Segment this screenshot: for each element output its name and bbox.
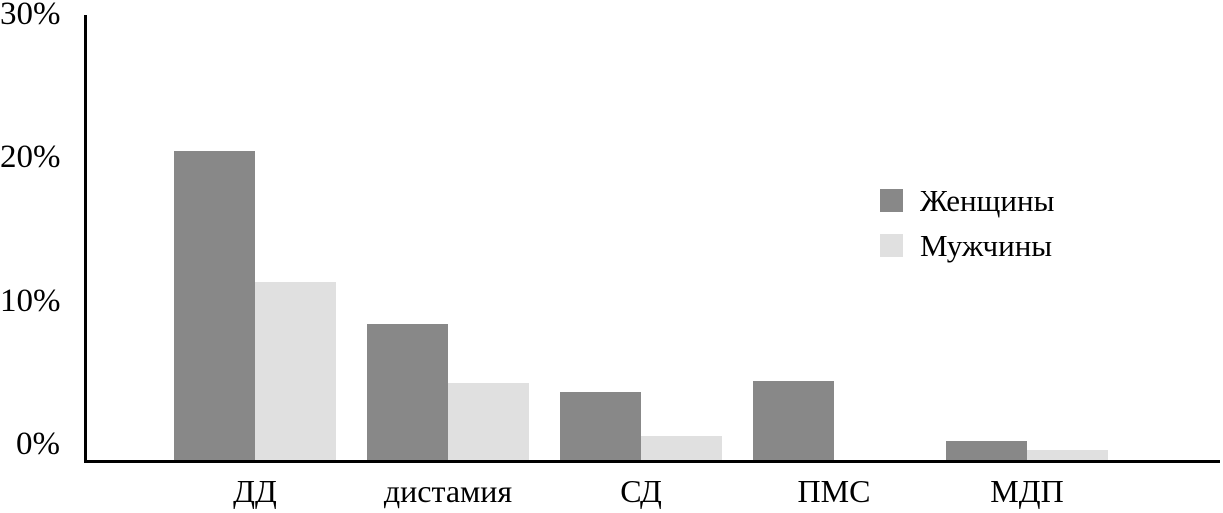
- x-axis-label: СД: [620, 473, 662, 509]
- legend-label-women: Женщины: [920, 183, 1055, 218]
- y-axis-line: [84, 15, 87, 463]
- bar-series1-ДД: [255, 282, 336, 460]
- legend-swatch-men: [880, 234, 903, 257]
- x-axis-label: ДД: [233, 473, 277, 509]
- bar-series1-дистамия: [448, 383, 529, 460]
- bar-series0-МДП: [946, 441, 1027, 460]
- y-tick-label: 30%: [0, 0, 61, 33]
- bar-series1-СД: [641, 436, 722, 460]
- y-tick-label: 20%: [0, 139, 61, 176]
- bar-series0-дистамия: [367, 324, 448, 460]
- legend-swatch-women: [880, 189, 903, 212]
- y-tick-label: 10%: [0, 282, 61, 319]
- x-axis-line: [84, 460, 1220, 463]
- bar-series1-МДП: [1027, 450, 1108, 460]
- bar-series0-СД: [560, 392, 641, 460]
- legend-item-men: Мужчины: [880, 228, 1054, 263]
- legend: Женщины Мужчины: [880, 183, 1055, 278]
- legend-item-women: Женщины: [880, 183, 1055, 218]
- bar-series0-ПМС: [753, 381, 834, 460]
- x-axis-label: МДП: [990, 473, 1064, 509]
- legend-label-men: Мужчины: [920, 228, 1053, 263]
- y-tick-label: 0%: [16, 426, 60, 462]
- x-axis-label: ПМС: [797, 473, 871, 509]
- bar-series0-ДД: [174, 151, 255, 460]
- x-axis-label: дистамия: [383, 473, 513, 509]
